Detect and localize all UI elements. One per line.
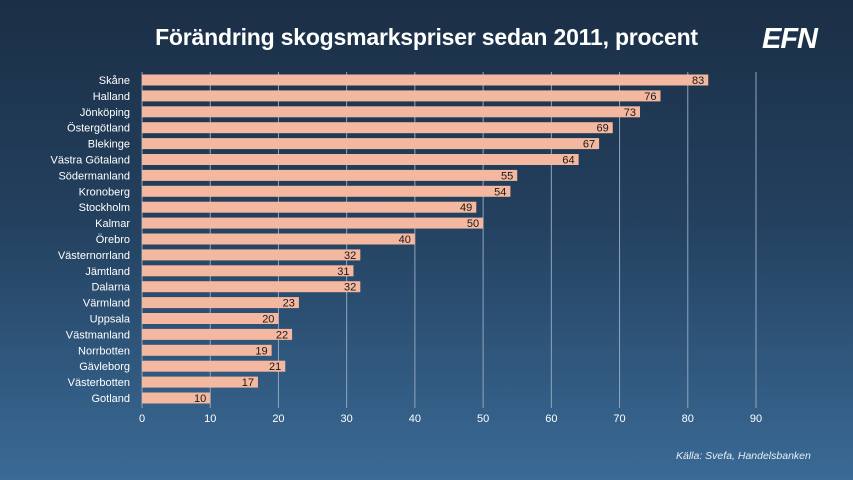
chart-title: Förändring skogsmarkspriser sedan 2011, … [155,24,698,50]
bar [142,90,661,102]
category-label: Halland [93,91,130,103]
category-label: Gävleborg [79,361,130,373]
value-label: 31 [337,266,349,278]
value-label: 23 [283,298,295,310]
bar [142,201,477,213]
bar [142,297,299,309]
value-label: 73 [624,107,636,119]
bar [142,106,641,118]
bar [142,265,354,277]
bar [142,376,258,388]
bar [142,392,211,404]
bar [142,233,415,245]
x-tick-label: 80 [682,413,694,425]
bar [142,138,600,150]
category-label: Västerbotten [68,377,130,389]
bar [142,217,484,229]
bar [142,313,279,324]
x-tick-label: 50 [477,413,489,425]
x-tick-label: 40 [409,413,421,425]
category-label: Dalarna [91,282,130,294]
value-label: 64 [562,155,574,167]
value-label: 83 [692,75,704,87]
category-label: Blekinge [88,139,130,151]
bar [142,249,361,261]
category-label: Västernorrland [58,250,130,262]
value-label: 76 [644,91,656,103]
bar [142,154,579,165]
bar [142,122,613,134]
bar [142,185,511,197]
category-label: Jämtland [85,266,130,278]
x-tick-label: 10 [204,413,216,425]
category-label: Västmanland [66,329,130,341]
category-label: Västra Götaland [51,155,131,167]
category-label: Jönköping [80,107,130,119]
value-label: 20 [262,314,274,326]
efn-logo: EFN [762,23,818,55]
category-label: Stockholm [79,202,130,214]
value-label: 54 [494,186,506,198]
value-label: 32 [344,250,356,262]
value-label: 22 [276,329,288,341]
x-tick-label: 0 [139,413,145,425]
value-label: 21 [269,361,281,373]
x-tick-label: 60 [545,413,557,425]
value-label: 55 [501,170,513,182]
x-tick-label: 30 [341,413,353,425]
bars [142,74,709,404]
x-tick-label: 90 [750,413,762,425]
x-tick-label: 20 [272,413,284,425]
value-label: 40 [399,234,411,246]
value-label: 10 [194,393,206,405]
x-axis-ticks: 0 10 20 30 40 50 60 70 80 90 [139,413,762,425]
bar [142,169,518,181]
bar [142,360,286,372]
value-label: 50 [467,218,479,230]
value-label: 67 [583,139,595,151]
source-note: Källa: Svefa, Handelsbanken [676,450,811,462]
category-label: Kalmar [95,218,130,230]
category-labels: Skåne Halland Jönköping Östergötland Bleking… [51,75,131,405]
category-label: Gotland [91,393,130,405]
bar [142,74,709,86]
value-label: 49 [460,202,472,214]
value-label: 19 [255,345,267,357]
value-label: 69 [596,123,608,135]
bar [142,344,272,356]
category-label: Norrbotten [78,345,130,357]
bar [142,281,361,293]
x-tick-label: 70 [613,413,625,425]
category-label: Örebro [96,234,130,246]
category-label: Östergötland [67,123,130,135]
value-label: 32 [344,282,356,294]
category-label: Kronoberg [79,186,130,198]
category-label: Värmland [83,298,130,310]
category-label: Uppsala [90,314,131,326]
bar [142,328,293,340]
value-label: 17 [242,377,254,389]
category-label: Skåne [99,75,130,87]
category-label: Södermanland [58,170,130,182]
